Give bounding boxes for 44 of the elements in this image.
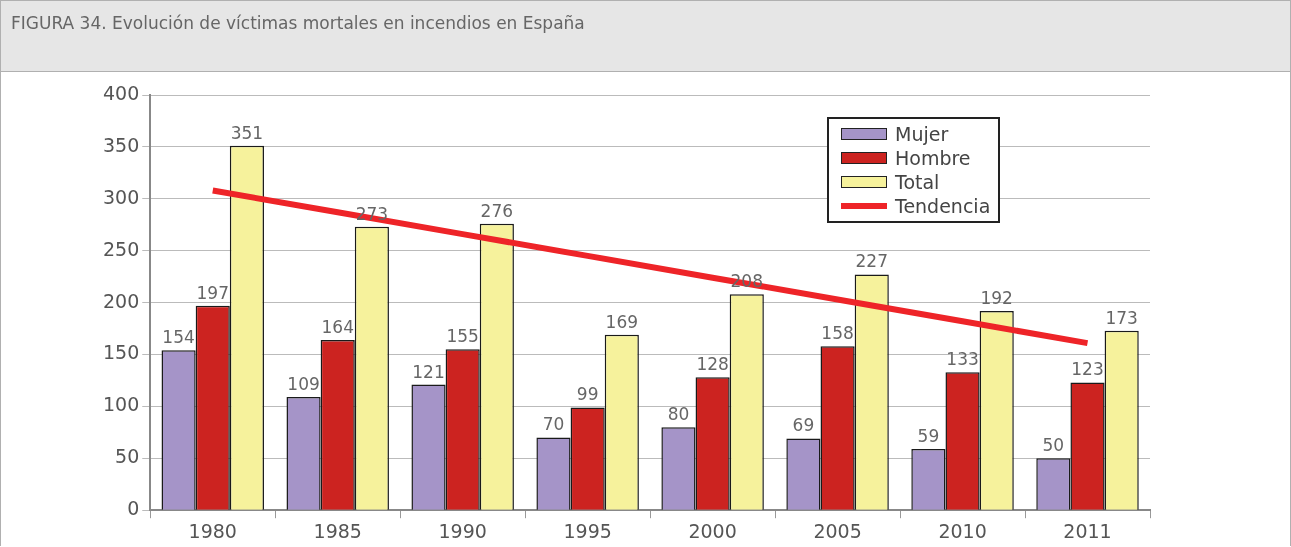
data-label: 69	[792, 415, 815, 436]
data-label: 164	[321, 316, 354, 337]
data-label: 169	[605, 311, 639, 332]
data-label: 351	[230, 122, 264, 143]
x-tick-label: 1990	[438, 519, 487, 542]
chart-title: FIGURA 34. Evolución de víctimas mortales en incendios en España	[11, 13, 585, 33]
data-label: 59	[917, 425, 940, 446]
data-label: 227	[855, 251, 888, 272]
data-label: 123	[1071, 359, 1104, 380]
legend-label: Mujer	[895, 122, 949, 146]
data-label: 197	[196, 282, 229, 303]
x-tick-label: 1995	[563, 519, 612, 542]
x-tick-label: 2000	[688, 519, 737, 542]
y-tick-label: 300	[103, 185, 140, 208]
data-label: 133	[946, 349, 979, 370]
data-label: 154	[162, 327, 195, 348]
x-tick-label: 1980	[188, 519, 237, 542]
x-tick-label: 1985	[313, 519, 362, 542]
data-label: 155	[446, 326, 479, 347]
data-label: 121	[412, 361, 445, 382]
y-tick-label: 350	[103, 133, 140, 156]
data-label: 173	[1105, 307, 1138, 328]
x-tick-label: 2010	[938, 519, 987, 542]
y-tick-label: 200	[103, 289, 140, 312]
data-label: 158	[821, 323, 854, 344]
data-label: 192	[980, 287, 1013, 308]
x-tick-label: 2011	[1063, 519, 1112, 542]
data-label: 109	[287, 373, 320, 394]
legend-label: Tendencia	[895, 194, 991, 218]
data-label: 70	[542, 414, 565, 435]
y-tick-label: 0	[127, 497, 140, 520]
legend-label: Total	[895, 170, 940, 194]
x-tick-label: 2005	[813, 519, 862, 542]
y-tick-label: 50	[115, 445, 140, 468]
y-tick-label: 150	[103, 341, 140, 364]
data-label: 50	[1042, 435, 1065, 456]
data-label: 276	[480, 200, 514, 221]
y-tick-label: 250	[103, 237, 140, 260]
data-label: 128	[696, 354, 729, 375]
data-label: 80	[667, 404, 690, 425]
y-tick-label: 400	[103, 81, 140, 104]
legend-label: Hombre	[895, 146, 971, 170]
data-label: 99	[576, 384, 599, 405]
y-tick-label: 100	[103, 393, 140, 416]
